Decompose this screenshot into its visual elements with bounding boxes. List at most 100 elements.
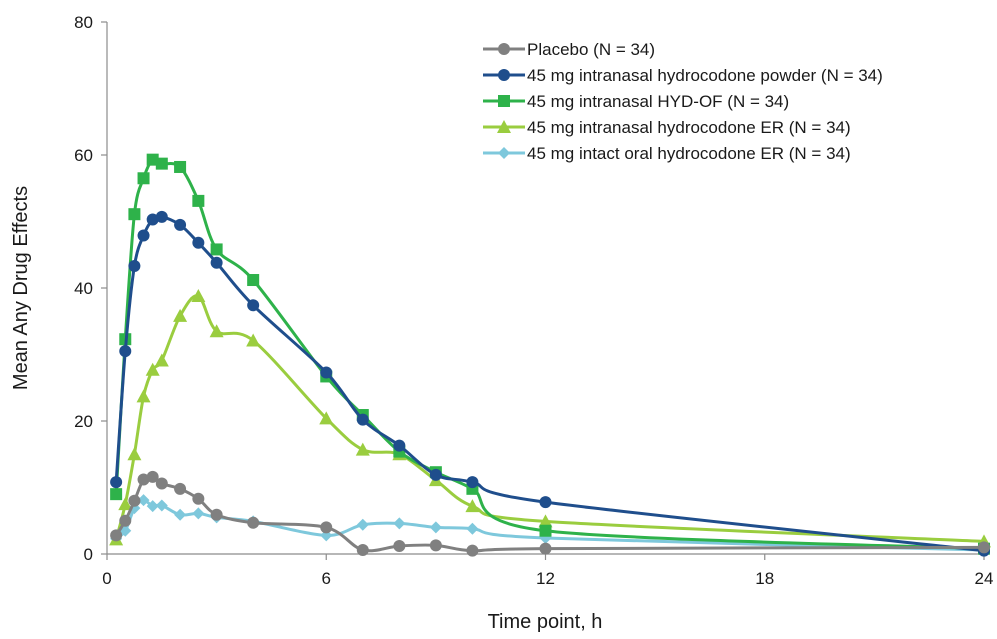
series-line xyxy=(114,157,986,551)
legend-item: 45 mg intranasal hydrocodone powder (N =… xyxy=(483,66,883,85)
data-point xyxy=(155,157,168,170)
data-point xyxy=(320,366,333,379)
data-point xyxy=(539,524,552,537)
data-point xyxy=(210,256,223,269)
data-point xyxy=(146,213,159,226)
y-tick-label: 60 xyxy=(74,146,93,165)
data-point xyxy=(210,508,223,521)
data-point xyxy=(209,324,224,338)
data-point xyxy=(146,500,159,513)
y-tick-label: 40 xyxy=(74,279,93,298)
data-point xyxy=(192,236,205,249)
series-lines xyxy=(109,153,991,557)
data-point xyxy=(174,160,187,173)
legend-swatch-marker xyxy=(498,95,510,107)
data-point xyxy=(174,218,187,231)
data-point xyxy=(355,442,370,456)
y-tick-label: 80 xyxy=(74,13,93,32)
legend-swatch-marker xyxy=(497,120,511,133)
data-point xyxy=(110,488,123,501)
data-point xyxy=(539,496,552,509)
data-point xyxy=(118,497,133,511)
data-point xyxy=(174,482,187,495)
data-point xyxy=(192,507,205,520)
data-point xyxy=(356,544,369,557)
x-axis-title: Time point, h xyxy=(488,611,603,633)
data-point xyxy=(247,274,260,287)
data-point xyxy=(174,508,187,521)
axis-ticks: 0 6 12 18 24 0 20 40 60 80 xyxy=(74,13,993,588)
legend: Placebo (N = 34) 45 mg intranasal hydroco… xyxy=(483,40,883,163)
legend-item: 45 mg intact oral hydrocodone ER (N = 34… xyxy=(483,144,851,163)
legend-item: 45 mg intranasal hydrocodone ER (N = 34) xyxy=(483,118,851,137)
data-point xyxy=(538,514,553,528)
series-group xyxy=(110,210,990,557)
data-point xyxy=(320,521,333,534)
legend-label: Placebo (N = 34) xyxy=(527,40,655,59)
data-point xyxy=(246,333,261,347)
data-point xyxy=(356,518,369,531)
x-tick-label: 12 xyxy=(536,569,555,588)
legend-swatch-marker xyxy=(498,69,510,81)
legend-item: 45 mg intranasal HYD-OF (N = 34) xyxy=(483,92,789,111)
data-point xyxy=(110,529,123,542)
data-point xyxy=(128,208,141,221)
data-point xyxy=(137,473,150,486)
data-point xyxy=(137,172,150,185)
data-point xyxy=(128,260,141,273)
y-tick-label: 0 xyxy=(84,545,93,564)
x-tick-label: 6 xyxy=(322,569,331,588)
legend-item: Placebo (N = 34) xyxy=(483,40,655,59)
data-point xyxy=(137,494,150,507)
data-point xyxy=(155,210,168,223)
data-point xyxy=(429,539,442,552)
legend-label: 45 mg intranasal HYD-OF (N = 34) xyxy=(527,92,789,111)
data-point xyxy=(247,516,260,529)
data-point xyxy=(154,353,169,367)
data-point xyxy=(119,514,132,527)
data-point xyxy=(429,521,442,534)
data-point xyxy=(466,476,479,489)
data-point xyxy=(191,288,206,302)
data-point xyxy=(466,522,479,535)
legend-swatch-marker xyxy=(498,147,510,159)
data-point xyxy=(978,541,990,554)
data-point xyxy=(128,494,141,507)
data-point xyxy=(393,540,406,553)
series-group xyxy=(110,470,990,557)
data-point xyxy=(465,499,480,513)
data-point xyxy=(356,413,369,426)
data-point xyxy=(145,362,160,376)
data-point xyxy=(247,299,260,312)
legend-label: 45 mg intact oral hydrocodone ER (N = 34… xyxy=(527,144,851,163)
y-axis-title: Mean Any Drug Effects xyxy=(10,186,32,390)
legend-swatch-marker xyxy=(498,43,510,55)
data-point xyxy=(539,542,552,555)
legend-label: 45 mg intranasal hydrocodone ER (N = 34) xyxy=(527,118,851,137)
data-point xyxy=(127,447,142,461)
series-line xyxy=(114,214,986,553)
x-tick-label: 24 xyxy=(975,569,994,588)
data-point xyxy=(119,345,132,358)
legend-label: 45 mg intranasal hydrocodone powder (N =… xyxy=(527,66,883,85)
data-point xyxy=(146,470,159,483)
x-tick-label: 18 xyxy=(755,569,774,588)
data-point xyxy=(155,477,168,490)
data-point xyxy=(146,153,159,166)
data-point xyxy=(173,308,188,322)
data-point xyxy=(429,468,442,481)
data-point xyxy=(393,517,406,530)
data-point xyxy=(192,492,205,505)
data-point xyxy=(466,544,479,557)
data-point xyxy=(136,389,151,403)
series-group xyxy=(109,288,991,548)
x-tick-label: 0 xyxy=(102,569,111,588)
y-tick-label: 20 xyxy=(74,412,93,431)
data-point xyxy=(192,194,205,207)
data-point xyxy=(210,243,223,256)
series-group xyxy=(110,153,990,555)
data-point xyxy=(155,499,168,512)
data-point xyxy=(137,229,150,242)
data-point xyxy=(319,411,334,425)
